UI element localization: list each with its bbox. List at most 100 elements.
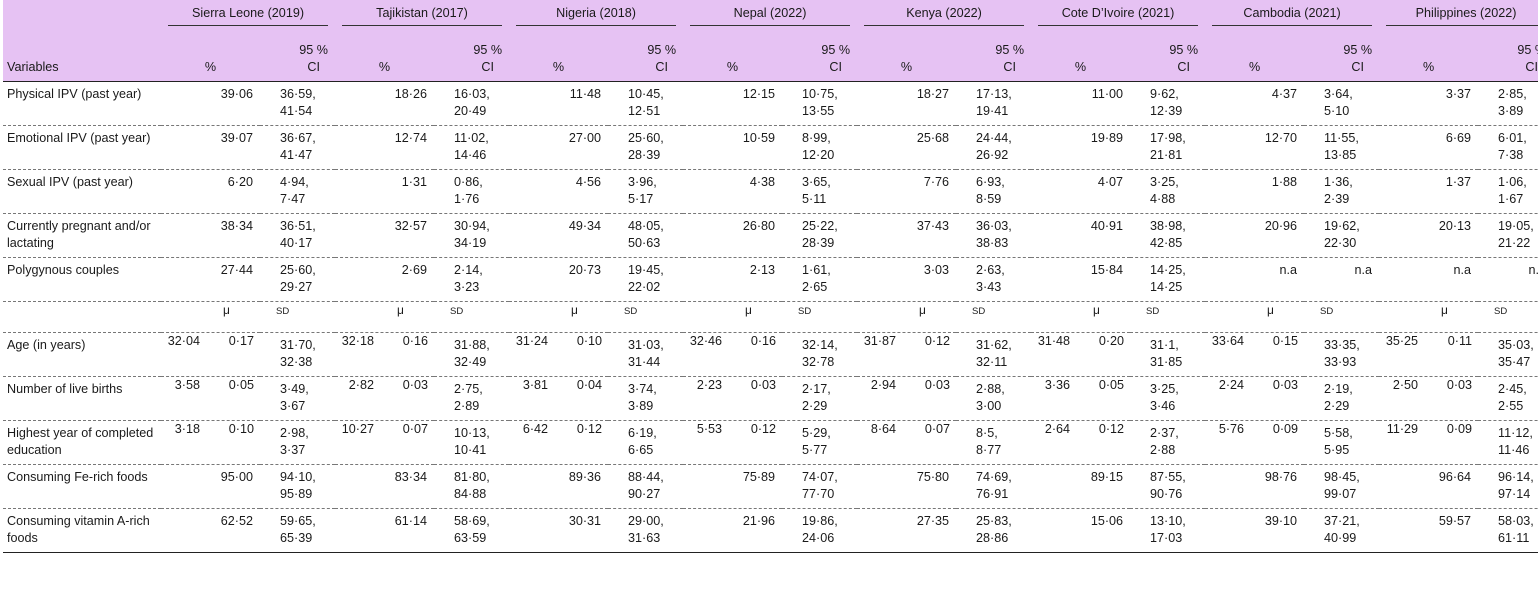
ci-lower: 5·29, [802, 426, 831, 440]
table-row: Physical IPV (past year) 39·06 36·59, 41·54… [3, 81, 1538, 126]
country-name: Cote D’Ivoire (2021) [1038, 5, 1199, 26]
pct-value: 96·64 [1379, 464, 1479, 509]
ci-upper: 3·89 [628, 399, 654, 413]
ci-upper: 40·17 [280, 236, 313, 250]
sd-value: 0·03 [750, 378, 777, 392]
ci-lower: 32·14, [802, 338, 838, 352]
table-row: Consuming Fe-rich foods 95·00 94·10, 95·89 8… [3, 464, 1538, 509]
ci-label-bottom: CI [829, 60, 842, 74]
ci-cell: 5·58, 5·95 [1304, 420, 1380, 465]
ci-upper: 99·07 [1324, 487, 1357, 501]
row-label: Age (in years) [3, 332, 161, 377]
sd-value: 0·10 [228, 422, 254, 436]
mean-value: 32·46 [689, 334, 723, 348]
ci-upper: 5·10 [1324, 104, 1350, 118]
ci-cell: 1·06, 1·67 [1478, 169, 1538, 214]
pct-value: 1·37 [1379, 169, 1479, 214]
country-name: Philippines (2022) [1386, 5, 1538, 26]
ci-cell: 2·88, 3·00 [956, 376, 1032, 421]
mu-label: μ [397, 303, 404, 317]
ci-lower: 74·69, [976, 470, 1012, 484]
mean-value: 32·04 [167, 334, 200, 348]
ci-upper: 28·39 [802, 236, 835, 250]
sd-label: SD [450, 306, 464, 317]
pct-value: 25·68 [857, 125, 957, 170]
pct-value: 61·14 [335, 508, 435, 553]
ci-cell: 19·86, 24·06 [782, 508, 858, 553]
ci-lower: 31·1, [1150, 338, 1179, 352]
pct-value: 27·00 [509, 125, 609, 170]
ci-lower: 3·65, [802, 175, 831, 189]
mean-sd-cell: 3·18 0·10 [161, 420, 260, 465]
ci-lower: 1·06, [1498, 175, 1527, 189]
ci-upper: 28·39 [628, 148, 661, 162]
ci-upper: 31·44 [628, 355, 661, 369]
pct-value: 4·07 [1031, 169, 1131, 214]
table-row: Consuming vitamin A-rich foods 62·52 59·65… [3, 508, 1538, 553]
ci-col-header: 95 % CI [434, 30, 510, 82]
ci-upper: 40·99 [1324, 531, 1357, 545]
ci-lower: 2·75, [454, 382, 483, 396]
ci-lower: 2·63, [976, 263, 1005, 277]
ci-cell: 31·70, 32·38 [260, 332, 336, 377]
ci-lower: 19·05, [1498, 219, 1534, 233]
ci-label: 95 % CI [1343, 42, 1372, 76]
pct-value: 39·07 [161, 125, 260, 170]
ci-upper: 76·91 [976, 487, 1009, 501]
ci-upper: 65·39 [280, 531, 313, 545]
ci-lower: 3·25, [1150, 382, 1179, 396]
sd-value: 0·03 [1446, 378, 1473, 392]
country-header: Nigeria (2018) [509, 0, 684, 30]
sd-value: 0·07 [924, 422, 951, 436]
ci-lower: 2·45, [1498, 382, 1527, 396]
ci-cell: 94·10, 95·89 [260, 464, 336, 509]
pct-value: 11·00 [1031, 81, 1131, 126]
ci-cell: 6·93, 8·59 [956, 169, 1032, 214]
ci-upper: 41·47 [280, 148, 313, 162]
country-name: Sierra Leone (2019) [168, 5, 329, 26]
ci-cell: 24·44, 26·92 [956, 125, 1032, 170]
ci-label-bottom: CI [307, 60, 320, 74]
ci-lower: 33·35, [1324, 338, 1360, 352]
mean-value: 2·82 [348, 378, 375, 392]
ci-cell: 2·98, 3·37 [260, 420, 336, 465]
ci-cell: 10·45, 12·51 [608, 81, 684, 126]
ci-label: 95 % CI [1517, 42, 1538, 76]
mean-value: 10·27 [341, 422, 375, 436]
country-header: Cambodia (2021) [1205, 0, 1380, 30]
ci-cell: 6·19, 6·65 [608, 420, 684, 465]
mean-sd-cell: 5·76 0·09 [1205, 420, 1305, 465]
ci-label: 95 % CI [473, 42, 502, 76]
ci-lower: 10·13, [454, 426, 490, 440]
sd-value: 0·03 [1272, 378, 1299, 392]
ci-label-top: 95 % [1169, 43, 1199, 57]
mean-sd-cell: 32·46 0·16 [683, 332, 783, 377]
ci-lower: 35·03, [1498, 338, 1534, 352]
ci-upper: 3·67 [280, 399, 306, 413]
ci-cell: 35·03, 35·47 [1478, 332, 1538, 377]
ci-cell: 48·05, 50·63 [608, 213, 684, 258]
mean-value: 3·58 [174, 378, 200, 392]
ci-upper: 13·85 [1324, 148, 1357, 162]
ci-label-bottom: CI [481, 60, 494, 74]
pct-value: 98·76 [1205, 464, 1305, 509]
pct-value: 30·31 [509, 508, 609, 553]
ci-label-bottom: CI [1351, 60, 1364, 74]
mean-value: 6·42 [522, 422, 549, 436]
ci-upper: 32·49 [454, 355, 487, 369]
row-label [3, 301, 161, 333]
ci-lower: 31·70, [280, 338, 316, 352]
ci-lower: 6·19, [628, 426, 657, 440]
sd-label: SD [1494, 306, 1508, 317]
pct-value: 15·06 [1031, 508, 1131, 553]
ci-cell: 16·03, 20·49 [434, 81, 510, 126]
ci-upper: 77·70 [802, 487, 835, 501]
ci-cell: 32·14, 32·78 [782, 332, 858, 377]
ci-cell: 31·62, 32·11 [956, 332, 1032, 377]
ci-cell: 96·14, 97·14 [1478, 464, 1538, 509]
mean-value: 8·64 [870, 422, 897, 436]
sd-value: 0·16 [402, 334, 429, 348]
ci-label-bottom: CI [1003, 60, 1016, 74]
ci-lower: 58·03, [1498, 514, 1534, 528]
ci-cell: 8·5, 8·77 [956, 420, 1032, 465]
